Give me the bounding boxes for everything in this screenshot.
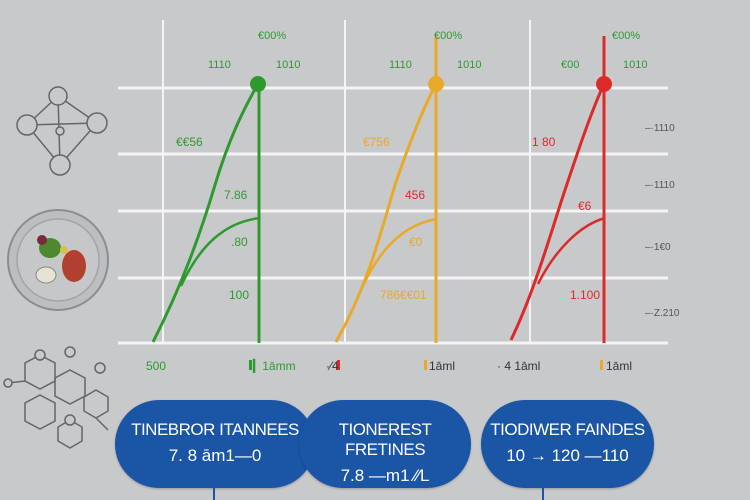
yellow-data-label: €0 <box>409 235 423 249</box>
yellow-data-label: €756 <box>363 135 390 149</box>
red-lower-curve <box>536 216 606 285</box>
green-data-label: €€56 <box>176 135 203 149</box>
red-data-label: €6 <box>578 199 592 213</box>
series-red <box>509 36 612 343</box>
summary-card-value: 10 → 120 —110 <box>506 446 629 465</box>
yellow-upper-curve <box>334 83 438 343</box>
yellow-x-label: 1āml <box>429 359 455 373</box>
summary-card-value: 7. 8 ām1—0 <box>168 446 262 465</box>
green-lower-curve <box>179 216 261 287</box>
red-data-label: 1 80 <box>532 135 556 149</box>
green-data-label: 7.86 <box>224 188 248 202</box>
yellow-top-right-label: 1010 <box>457 59 481 71</box>
right-axis-label: –·1110 <box>645 123 675 134</box>
green-data-label: 100 <box>229 288 249 302</box>
summary-card-1: TINEBROR ITANNEES 7. 8 ām1—0 <box>115 400 315 488</box>
yellow-data-label: 786€€01 <box>380 288 427 302</box>
yellow-x-tick <box>424 360 427 370</box>
yellow-top-label: €00% <box>434 30 462 42</box>
summary-card-2: TIONEREST FRETINES 7.8 —m1 ⁄⁄L <box>299 400 471 488</box>
summary-card-3: TIODIWER FAINDES 10 → 120 —110 <box>481 400 654 488</box>
right-axis-label: –·1€0 <box>645 242 671 253</box>
green-top-label: €00% <box>258 30 286 42</box>
red-x-label: 1āml <box>606 359 632 373</box>
green-data-label: .80 <box>231 235 248 249</box>
red-upper-curve <box>509 83 606 341</box>
food-plate-icon <box>7 209 109 311</box>
card-connector-1 <box>213 488 215 500</box>
right-axis-label: –·Z.210 <box>645 308 680 319</box>
red-top-right-label: 1010 <box>623 59 647 71</box>
red-data-label: 1.100 <box>570 288 600 302</box>
series-green <box>151 76 266 343</box>
red-top-label: €00% <box>612 30 640 42</box>
yellow-top-left-label: 1110 <box>389 59 412 71</box>
green-x-label: ▎1āmm <box>252 358 296 373</box>
green-x-label: 500 <box>146 359 166 373</box>
red-top-left-label: €00 <box>561 59 579 71</box>
yellow-data-label: 456 <box>405 188 425 202</box>
green-marker <box>250 76 266 92</box>
yellow-x-label: ·⁄4 <box>326 359 339 373</box>
summary-card-title: TIODIWER FAINDES <box>490 420 645 439</box>
red-x-tick <box>600 360 603 370</box>
summary-card-title: TIONEREST FRETINES <box>338 420 432 459</box>
card-connector-3 <box>542 488 544 500</box>
yellow-marker <box>428 76 444 92</box>
green-top-right-label: 1010 <box>276 59 300 71</box>
summary-card-value: 7.8 —m1 ⁄⁄L <box>340 466 430 485</box>
grid <box>118 20 668 345</box>
red-x-label: · 4 1āml <box>497 359 540 373</box>
red-marker <box>596 76 612 92</box>
yellow-x-tick-left <box>337 360 340 370</box>
yellow-lower-curve <box>360 217 438 289</box>
summary-card-title: TINEBROR ITANNEES <box>131 420 299 439</box>
green-upper-curve <box>151 83 260 343</box>
molecule-icon <box>16 86 108 176</box>
hex-molecule-icon <box>3 346 109 449</box>
series-yellow <box>334 36 444 343</box>
green-top-left-label: 1110 <box>208 59 231 71</box>
green-x-tick <box>249 360 252 370</box>
right-axis-label: –·1110 <box>645 180 675 191</box>
